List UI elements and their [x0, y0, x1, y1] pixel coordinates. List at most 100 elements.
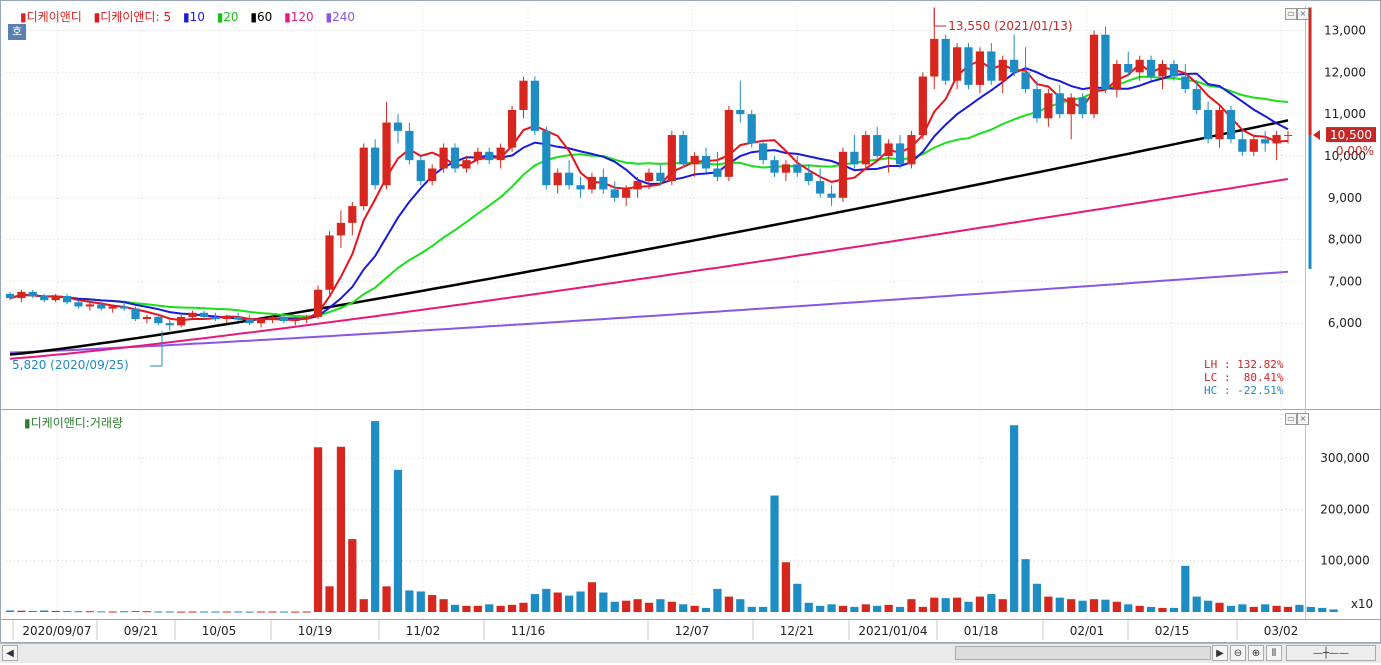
date-tick-label: 11/02 [406, 624, 441, 638]
volume-bar [918, 606, 927, 612]
current-price-tag [1326, 127, 1376, 143]
candle-body [348, 206, 357, 223]
volume-bar [690, 605, 699, 612]
candle-body [987, 51, 996, 81]
low-annotation: 5,820 (2020/09/25) [12, 358, 129, 372]
price-tick-label: 13,000 [1324, 24, 1366, 38]
volume-bar [1295, 604, 1304, 612]
candle-body [816, 181, 825, 194]
candle-body [610, 189, 619, 198]
zoom-in-icon[interactable]: ⊕ [1248, 645, 1264, 661]
candle-body [302, 316, 311, 320]
volume-tick-label: 300,000 [1320, 451, 1370, 465]
candle-body [781, 164, 791, 173]
volume-bar [51, 610, 60, 612]
volume-bar [895, 606, 905, 612]
candle-body [268, 316, 277, 320]
volume-bar [188, 611, 197, 613]
candle-body [1192, 89, 1201, 110]
volume-bar [1226, 605, 1236, 612]
candle-body [713, 168, 722, 177]
volume-bar [701, 607, 711, 612]
volume-bar [268, 611, 277, 613]
volume-bar [17, 610, 26, 612]
mode-toggle-button[interactable]: 호 [8, 24, 26, 40]
zoom-slider-icon[interactable]: —┼—— [1286, 645, 1376, 661]
candle-body [222, 316, 231, 320]
volume-bar [998, 599, 1007, 612]
price-pane-minimize-button[interactable]: ▭ [1285, 8, 1297, 20]
candle-body [1135, 59, 1144, 73]
candle-body [142, 316, 152, 320]
volume-bar [28, 610, 37, 612]
volume-pane-minimize-button[interactable]: ▭ [1285, 413, 1297, 425]
date-tick-label: 10/19 [298, 624, 333, 638]
volume-bar [473, 605, 482, 612]
candle-body [964, 47, 973, 85]
volume-bar [1021, 559, 1030, 612]
candle-body [473, 151, 482, 161]
volume-unit-label: x10 [1351, 597, 1373, 611]
volume-tick-label: 100,000 [1320, 554, 1370, 568]
price-legend: ▮디케이앤디 ▮디케이앤디: 5 ▮10 ▮20 ▮60 ▮120 ▮240 [20, 8, 363, 24]
volume-bar [496, 605, 505, 612]
volume-legend: ▮디케이앤디:거래량 [24, 416, 123, 430]
candle-body [1089, 34, 1099, 115]
candle-body [530, 80, 540, 131]
candle-body [325, 235, 334, 290]
candle-body [97, 304, 106, 309]
candle-body [74, 302, 83, 307]
chart-scrollbar[interactable]: ◀ ▶ ⊖ ⊕ ⫴ —┼—— [0, 643, 1381, 663]
candle-body [245, 319, 254, 324]
candle-body [690, 155, 699, 165]
volume-bar [62, 611, 72, 613]
volume-bar [553, 592, 562, 612]
legend-ma240: ▮240 [325, 10, 355, 24]
volume-bar [97, 611, 106, 613]
candle-body [131, 308, 140, 320]
candle-body [1021, 72, 1030, 90]
zoom-out-icon[interactable]: ⊖ [1230, 645, 1246, 661]
current-price-label: 10,500 [1330, 128, 1372, 142]
candle-width-icon[interactable]: ⫴ [1266, 645, 1282, 661]
date-tick-label: 09/21 [124, 624, 159, 638]
scroll-left-button[interactable]: ◀ [2, 645, 18, 661]
volume-pane-close-button[interactable]: × [1297, 413, 1309, 425]
candle-body [587, 176, 597, 190]
scroll-right-button[interactable]: ▶ [1212, 645, 1228, 661]
candle-body [1124, 63, 1133, 73]
price-tick-label: 10,000 [1324, 149, 1366, 163]
volume-bar [941, 598, 950, 612]
candle-body [199, 312, 209, 317]
volume-bar [348, 539, 357, 612]
price-tick-label: 7,000 [1328, 274, 1362, 288]
candle-body [952, 47, 962, 81]
volume-bar [108, 611, 117, 613]
volume-bar [279, 611, 288, 613]
volume-bar [1089, 599, 1099, 612]
candle-body [1010, 59, 1019, 73]
volume-bar [131, 610, 140, 612]
candle-body [51, 296, 60, 301]
legend-stock-name: ▮디케이앤디 [20, 10, 82, 24]
candle-body [542, 130, 551, 186]
volume-bar [987, 594, 996, 612]
candle-body [1067, 97, 1076, 115]
scroll-track[interactable] [955, 646, 1211, 660]
volume-bar [1158, 607, 1167, 612]
volume-bar [485, 604, 494, 612]
date-tick-label: 12/07 [675, 624, 710, 638]
volume-bar [736, 599, 745, 612]
volume-bar [1101, 599, 1110, 612]
candle-body [1215, 109, 1224, 140]
candle-body [439, 147, 448, 169]
volume-bar [199, 611, 209, 613]
volume-bar [861, 604, 870, 612]
candle-body [895, 143, 905, 165]
volume-bar [462, 605, 471, 612]
candle-body [975, 51, 985, 85]
volume-bar [74, 611, 83, 613]
volume-bar [804, 602, 813, 612]
date-tick-label: 11/16 [511, 624, 546, 638]
price-pane-close-button[interactable]: × [1297, 8, 1309, 20]
